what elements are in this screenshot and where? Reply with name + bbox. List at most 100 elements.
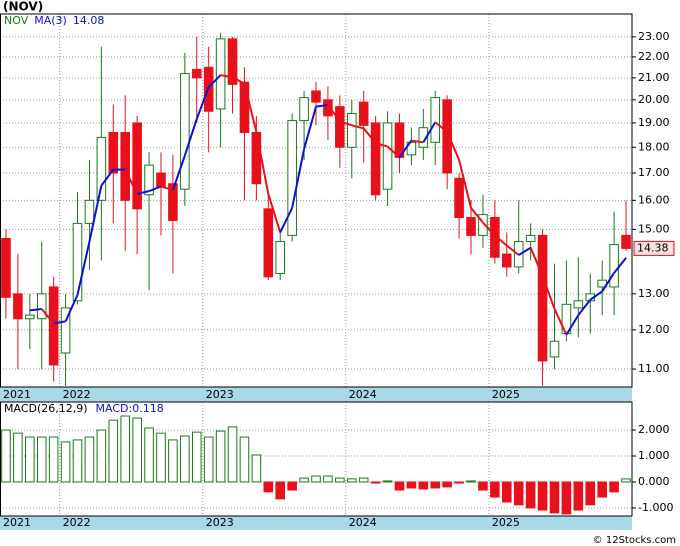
macd-bar <box>442 481 452 488</box>
candle-body <box>227 38 238 85</box>
last-price-box <box>633 240 675 256</box>
ma-line <box>279 207 294 233</box>
candle-body <box>144 164 154 196</box>
macd-bar <box>323 475 333 483</box>
macd-bar <box>346 478 357 483</box>
candle-body <box>263 208 274 278</box>
macd-bar <box>287 481 297 491</box>
source: © 12Stocks.com <box>593 535 676 546</box>
macd-bar <box>358 477 369 483</box>
macd-bar <box>13 432 23 483</box>
macd-bar <box>36 436 47 483</box>
year-band <box>0 516 632 530</box>
ma-line <box>76 241 91 296</box>
ma-line <box>470 207 484 224</box>
candle-body <box>251 132 262 185</box>
candle-body <box>454 177 464 219</box>
legend-macd-label: MACD: <box>96 402 133 415</box>
ma-line <box>577 299 592 316</box>
macd-bar <box>466 480 476 483</box>
candle-body <box>215 38 226 110</box>
x-tick-label: 2025 <box>492 388 520 401</box>
y-tick-label: 12.00 <box>638 323 670 336</box>
macd-bar <box>275 481 286 500</box>
macd-bar <box>513 481 524 506</box>
ma-line <box>267 193 282 233</box>
macd-bar <box>382 480 393 483</box>
ma-line <box>386 145 401 159</box>
candle-body <box>13 293 23 320</box>
ma-line <box>553 308 568 336</box>
ma-line <box>207 74 222 88</box>
ma-line <box>171 155 186 191</box>
macd-bar <box>609 481 619 493</box>
y-tick-label: 0.000 <box>638 475 670 488</box>
legend-ma-name: MA(3) <box>34 14 67 27</box>
macd-bar <box>561 481 572 515</box>
candle-body <box>60 307 71 354</box>
ma-line <box>220 74 233 79</box>
candle-body <box>239 81 250 134</box>
ma-line <box>541 275 556 310</box>
chart-title: (NOV) <box>3 0 43 14</box>
panel-border <box>0 13 633 388</box>
legend-ma-value: 14.08 <box>73 14 105 27</box>
ma-line <box>375 142 388 148</box>
macd-bar <box>203 436 214 483</box>
ma-line <box>434 121 448 133</box>
x-tick-label: 2023 <box>206 388 234 401</box>
macd-bar <box>96 429 107 483</box>
candle-body <box>525 234 536 243</box>
candle-body <box>156 172 166 187</box>
ma-line <box>291 148 306 209</box>
ma-line <box>40 308 55 325</box>
macd-bar <box>573 481 584 511</box>
ma-line <box>601 272 615 292</box>
candle-body <box>382 122 393 190</box>
macd-bar <box>120 415 131 483</box>
macd-bar <box>48 436 59 483</box>
ma-line <box>243 83 258 133</box>
ma-line <box>411 139 424 144</box>
macd-bar <box>156 432 166 483</box>
macd-bar <box>501 481 512 503</box>
candle-body <box>490 217 500 258</box>
ma-line <box>232 76 245 85</box>
macd-bar <box>299 477 309 483</box>
macd-bar <box>525 481 536 509</box>
macd-bar <box>430 481 441 489</box>
macd-bar <box>144 427 154 483</box>
macd-bar <box>394 481 405 491</box>
macd-bar <box>263 481 274 493</box>
ma-line <box>589 290 603 301</box>
macd-bar <box>168 439 178 483</box>
ma-line <box>303 106 317 150</box>
ma-line <box>362 127 377 144</box>
candle-body <box>335 106 345 148</box>
macd-bar <box>108 419 119 483</box>
candle-body <box>466 217 476 236</box>
candle-body <box>370 122 381 196</box>
macd-bar <box>549 481 560 514</box>
candle-body <box>549 340 560 358</box>
ma-line <box>398 139 413 158</box>
ma-line <box>327 104 341 122</box>
candle-body <box>96 136 107 201</box>
candle-body <box>1 237 11 298</box>
macd-bar <box>585 481 596 506</box>
ma-line <box>64 294 79 322</box>
macd-bar <box>227 426 238 483</box>
macd-bar <box>454 481 464 484</box>
year-band <box>0 387 632 402</box>
candle-body <box>287 120 297 236</box>
ma-line <box>100 168 115 187</box>
y-tick-label: 13.00 <box>638 287 670 300</box>
x-tick-label: 2024 <box>349 388 377 401</box>
candle-body <box>573 300 584 309</box>
x-tick-label: 2021 <box>3 388 31 401</box>
macd-bar <box>180 435 190 483</box>
macd-bar <box>335 477 345 483</box>
y-tick-label: 15.00 <box>638 222 670 235</box>
